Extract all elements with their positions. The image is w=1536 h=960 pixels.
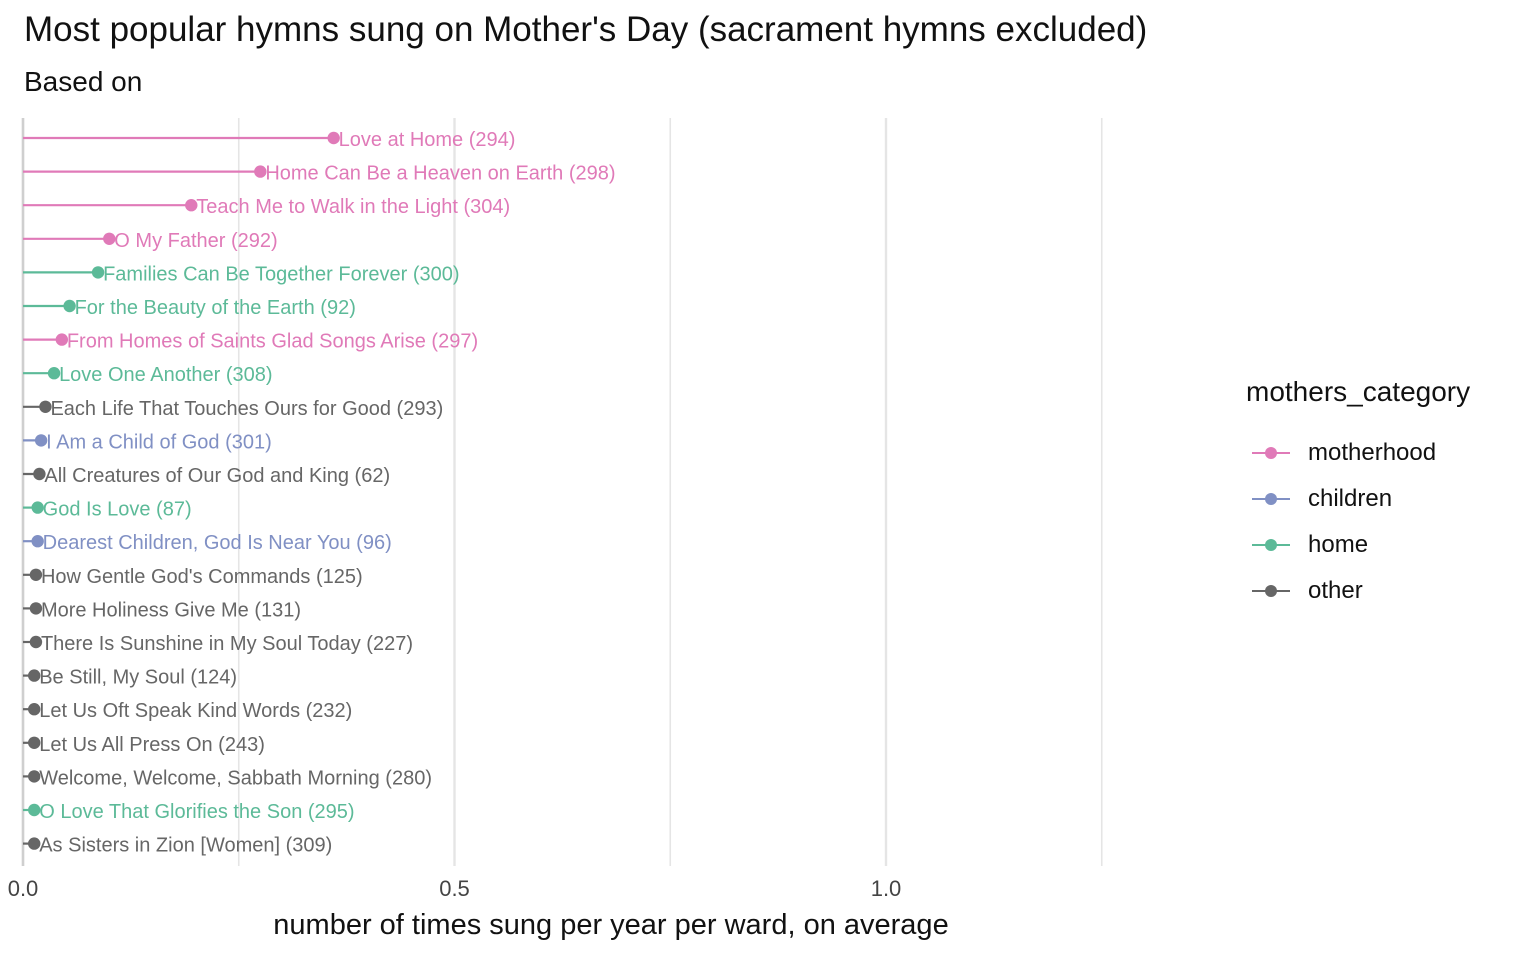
hymn-label: Welcome, Welcome, Sabbath Morning (280) [39,767,432,789]
legend-title: mothers_category [1246,376,1471,407]
legend-key-children [1252,489,1290,509]
lollipop-point [28,669,41,682]
hymn-label: For the Beauty of the Earth (92) [75,297,356,319]
lollipop-point [39,400,52,413]
legend-item-motherhood: motherhood [1246,430,1470,476]
hymn-label: There Is Sunshine in My Soul Today (227) [41,633,413,655]
legend-label-children: children [1308,485,1393,512]
lollipop-point [47,367,61,380]
hymn-label: Teach Me to Walk in the Light (304) [196,196,510,218]
hymn-label: More Holiness Give Me (131) [41,599,301,621]
legend-key-other [1252,581,1290,601]
legend-label-motherhood: motherhood [1308,439,1437,466]
chart-title: Most popular hymns sung on Mother's Day … [24,10,1148,49]
lollipop-point [29,568,43,581]
legend-label-other: other [1308,577,1363,604]
legend-item-home: home [1246,522,1470,568]
lollipop-point [103,232,116,245]
legend-item-other: other [1246,568,1470,614]
lollipop-point [29,602,43,615]
x-tick-label: 1.0 [871,876,902,901]
lollipop-point [28,837,41,850]
hymn-label: I Am a Child of God (301) [46,431,272,453]
hymn-label: Love One Another (308) [59,364,272,386]
lollipop-point [254,165,267,178]
lollipop-point [34,434,48,447]
chart-subtitle: Based on [24,66,143,97]
lollipop-point [28,736,41,749]
legend: mothers_category motherhood children hom… [1246,376,1470,614]
legend-item-children: children [1246,476,1470,522]
legend-key-dot [1265,585,1277,597]
lollipop-point [29,635,43,649]
x-tick-label: 0.5 [439,876,470,901]
lollipop-point [185,199,198,212]
legend-key-dot [1265,539,1277,551]
hymn-label: God Is Love (87) [43,499,192,521]
hymn-label: Dearest Children, God Is Near You (96) [43,532,392,554]
lollipop-point [91,266,105,279]
hymn-label: All Creatures of Our God and King (62) [44,465,390,487]
lollipop-point [33,467,46,481]
lollipop-point [63,299,76,313]
legend-key-home [1252,535,1290,555]
lollipop-point [31,535,44,548]
hymn-label: Be Still, My Soul (124) [39,667,237,689]
hymn-label: Let Us All Press On (243) [39,734,265,756]
lollipop-point [55,333,69,346]
grid-lines [21,118,1103,866]
hymn-label: How Gentle God's Commands (125) [41,566,363,588]
lollipop-point [28,803,41,817]
x-axis-title: number of times sung per year per ward, … [273,909,948,941]
hymn-label: As Sisters in Zion [Women] (309) [39,835,332,857]
hymn-label: Home Can Be a Heaven on Earth (298) [265,163,615,185]
lollipop-point [28,703,41,716]
x-tick-label: 0.0 [8,876,39,901]
hymn-label: Each Life That Touches Ours for Good (29… [50,398,443,420]
hymn-label: O My Father (292) [114,230,277,252]
lollipop-point [28,770,41,783]
lollipop-point [31,501,44,514]
hymn-label: Let Us Oft Speak Kind Words (232) [39,700,352,722]
legend-key-dot [1265,493,1277,505]
hymn-label: Families Can Be Together Forever (300) [103,263,459,285]
hymn-label: O Love That Glorifies the Son (295) [39,801,354,823]
legend-label-home: home [1308,531,1369,558]
hymn-label: From Homes of Saints Glad Songs Arise (2… [67,331,478,353]
x-axis: 0.0 0.5 1.0 [8,876,902,901]
lollipop-point [327,131,340,145]
legend-key-motherhood [1252,443,1290,463]
legend-key-dot [1265,447,1277,459]
data-marks: Love at Home (294) Home Can Be a Heaven o… [23,129,616,857]
hymn-label: Love at Home (294) [339,129,516,151]
